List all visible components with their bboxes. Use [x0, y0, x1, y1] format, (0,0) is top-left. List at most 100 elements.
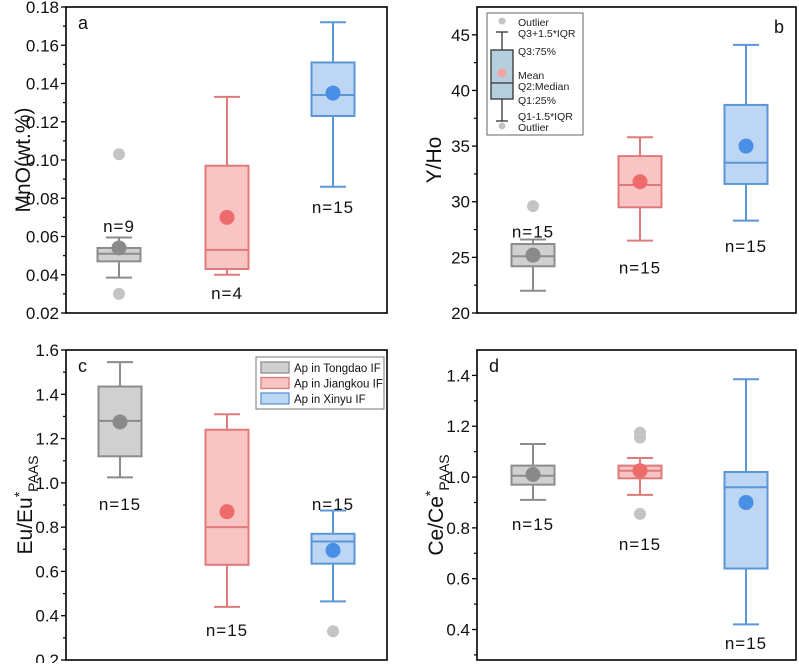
y-tick-label: 0.6 — [446, 570, 470, 589]
legend-swatch-gray — [260, 361, 290, 374]
box-key-label: Mean — [518, 70, 544, 82]
y-tick-label: 0.16 — [26, 36, 59, 55]
y-axis-label-sub: PAAS — [25, 456, 41, 492]
mean-marker — [325, 542, 341, 558]
mean-marker — [112, 414, 128, 430]
legend-swatch-blue — [260, 392, 290, 405]
n-count-label: n=15 — [206, 621, 248, 640]
outlier-point — [634, 426, 646, 439]
n-count-label: n=15 — [725, 634, 767, 653]
y-tick-label: 40 — [451, 81, 470, 100]
outlier-point — [527, 200, 539, 213]
n-count-label: n=15 — [512, 515, 554, 534]
box-group-red: n=4 — [204, 95, 250, 303]
y-tick-label: 0.2 — [35, 651, 59, 663]
y-axis-label: MnO(wt.%) — [12, 108, 35, 213]
box-group-gray: n=15 — [510, 200, 556, 292]
legend-item-label: Ap in Xinyu IF — [294, 394, 366, 406]
y-tick-label: 0.4 — [446, 621, 470, 640]
box-group-gray: n=15 — [510, 443, 556, 534]
mean-marker — [219, 209, 235, 225]
y-tick-label: 0.12 — [26, 113, 59, 132]
y-tick-label: 0.8 — [446, 519, 470, 538]
box-group-blue: n=15 — [723, 378, 769, 653]
box-group-blue: n=15 — [310, 21, 356, 217]
key-outlier-bottom — [498, 122, 506, 130]
box-group-gray: n=15 — [97, 361, 143, 514]
mean-marker — [219, 504, 235, 520]
n-count-label: n=15 — [619, 535, 661, 554]
box-iqr — [617, 155, 663, 209]
y-tick-label: 0.04 — [26, 266, 59, 285]
y-tick-label: 1.0 — [35, 474, 59, 493]
box-key-label: Q3+1.5*IQR — [518, 28, 576, 40]
box-group-blue: n=15 — [310, 495, 356, 638]
mean-marker — [525, 247, 541, 263]
plot-frame — [476, 6, 797, 314]
box-key-label: Q2:Median — [518, 81, 570, 93]
outlier-point — [634, 507, 646, 520]
key-outlier-top — [498, 17, 506, 25]
legend-item-label: Ap in Tongdao IF — [294, 363, 381, 375]
y-tick-label: 1.6 — [35, 341, 59, 360]
y-tick-label: 0.06 — [26, 228, 59, 247]
y-tick-label: 0.4 — [35, 607, 59, 626]
y-axis-label-main: Eu/Eu — [14, 497, 37, 554]
n-count-label: n=4 — [211, 284, 243, 303]
y-tick-label: 0.02 — [26, 304, 59, 323]
y-axis-label: Eu/Eu*PAAS — [11, 456, 41, 555]
y-tick-label: 0.10 — [26, 151, 59, 170]
y-axis-label-sub: PAAS — [436, 454, 452, 490]
box-key-label: Q1:25% — [518, 95, 556, 107]
mean-marker — [325, 85, 341, 101]
legend: Ap in Tongdao IF Ap in Jiangkou IF Ap in X… — [255, 356, 385, 410]
y-axis-label-sup: * — [11, 491, 27, 497]
mean-marker — [632, 174, 648, 190]
box-group-blue: n=15 — [723, 43, 769, 256]
mean-marker — [525, 467, 541, 483]
mean-marker — [632, 463, 648, 479]
panel-a: 0.02 0.04 0.06 0.08 0.10 0.12 0.14 0.16 0.18 MnO(… — [12, 0, 388, 323]
box-group-red: n=15 — [204, 413, 250, 640]
panel-label: b — [774, 17, 784, 37]
box-iqr — [204, 428, 250, 566]
panel-c: 0.2 0.4 0.6 0.8 1.0 1.2 1.4 1.6 Eu/Eu*PAAS c n=15 n… — [11, 341, 388, 668]
y-tick-label: 0.18 — [26, 0, 59, 17]
box-key: OutlierQ3+1.5*IQRQ3:75%MeanQ2:MedianQ1:2… — [486, 12, 584, 136]
key-mean — [497, 68, 507, 78]
box-key-label: Outlier — [518, 17, 549, 29]
panel-label: c — [78, 356, 87, 376]
panel-label: d — [489, 356, 499, 376]
y-tick-label: 1.4 — [35, 385, 59, 404]
n-count-label: n=15 — [619, 258, 661, 277]
box-group-red: n=15 — [617, 426, 663, 554]
y-tick-label: 1.4 — [446, 366, 470, 385]
y-tick-label: 35 — [451, 137, 470, 156]
y-tick-label: 30 — [451, 193, 470, 212]
outlier-point — [113, 148, 125, 161]
mean-marker — [738, 138, 754, 154]
box-group-red: n=15 — [617, 136, 663, 277]
y-axis-label: Y/Ho — [423, 137, 446, 184]
n-count-label: n=15 — [99, 495, 141, 514]
mean-marker — [738, 494, 754, 510]
n-count-label: n=9 — [103, 217, 135, 236]
y-axis-label: Ce/Ce*PAAS — [422, 454, 452, 555]
y-tick-label: 1.2 — [446, 417, 470, 436]
y-tick-label: 1.2 — [35, 430, 59, 449]
n-count-label: n=15 — [312, 198, 354, 217]
y-tick-label: 0.08 — [26, 189, 59, 208]
box-key-label: Q1-1.5*IQR — [518, 111, 573, 123]
n-count-label: n=15 — [312, 495, 354, 514]
mean-marker — [111, 240, 127, 256]
y-tick-label: 25 — [451, 248, 470, 267]
panel-label: a — [78, 13, 89, 33]
panel-d: 0.4 0.6 0.8 1.0 1.2 1.4 Ce/Ce*PAAS d n=15 n=15 n=1… — [422, 349, 797, 661]
box-key-label: Q3:75% — [518, 46, 556, 58]
box-key-label: Outlier — [518, 122, 549, 134]
y-tick-label: 0.6 — [35, 562, 59, 581]
y-tick-label: 45 — [451, 26, 470, 45]
outlier-point — [113, 287, 125, 300]
n-count-label: n=15 — [725, 237, 767, 256]
